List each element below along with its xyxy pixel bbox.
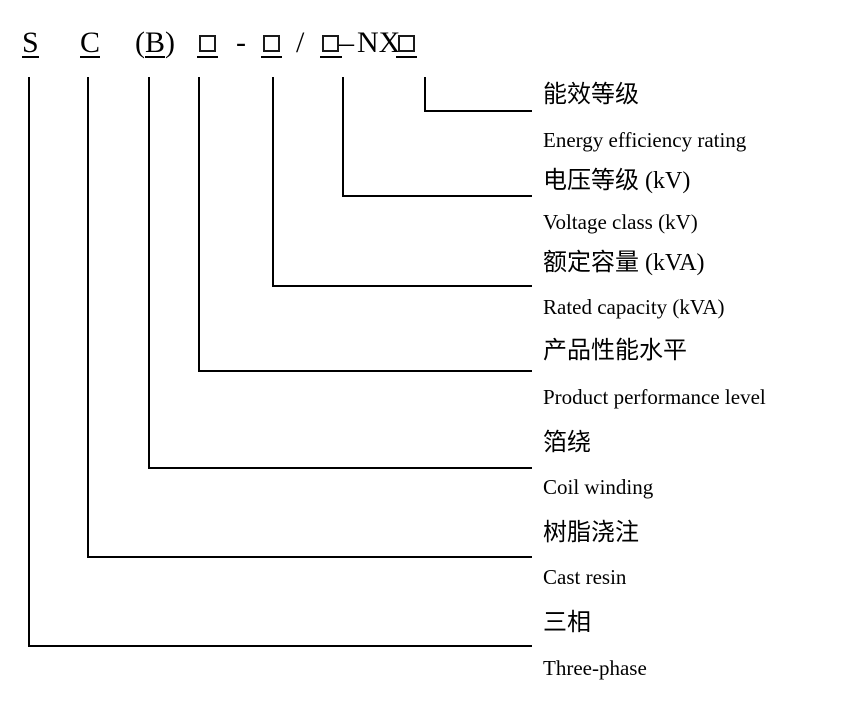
paren-close: )	[165, 26, 176, 59]
connector-horizontal-voltage-class	[342, 195, 532, 197]
code-group-coil-winding: (B)	[135, 26, 175, 60]
code-letters-nx: NX	[357, 26, 401, 59]
underline-square-3	[320, 56, 342, 58]
label-performance-level-zh: 产品性能水平	[543, 338, 687, 364]
label-energy-efficiency-zh: 能效等级	[543, 82, 639, 108]
square-icon	[398, 35, 415, 52]
code-letter-cast-resin: C	[80, 26, 101, 59]
code-letter-three-phase: S	[22, 26, 39, 59]
connector-horizontal-three-phase	[28, 645, 532, 647]
code-square-voltage-class	[322, 26, 339, 60]
connector-vertical-cast-resin	[87, 77, 89, 558]
connector-horizontal-coil-winding	[148, 467, 532, 469]
label-voltage-class-zh: 电压等级 (kV)	[543, 168, 691, 194]
underline-s	[22, 56, 39, 58]
connector-vertical-rated-capacity	[272, 77, 274, 287]
connector-vertical-coil-winding	[148, 77, 150, 469]
label-rated-capacity-en: Rated capacity (kVA)	[543, 295, 725, 319]
label-three-phase-zh: 三相	[543, 610, 591, 636]
label-voltage-class-en: Voltage class (kV)	[543, 210, 698, 234]
code-square-performance-level	[199, 26, 216, 60]
code-square-rated-capacity	[263, 26, 280, 60]
label-cast-resin-en: Cast resin	[543, 565, 627, 589]
connector-vertical-performance-level	[198, 77, 200, 372]
connector-horizontal-performance-level	[198, 370, 532, 372]
connector-horizontal-cast-resin	[87, 556, 532, 558]
connector-horizontal-energy-efficiency	[424, 110, 532, 112]
label-energy-efficiency-en: Energy efficiency rating	[543, 128, 747, 152]
label-three-phase-en: Three-phase	[543, 656, 647, 680]
label-coil-winding-zh: 箔绕	[543, 430, 591, 456]
code-letter-coil-winding: B	[145, 26, 166, 59]
label-coil-winding-en: Coil winding	[543, 475, 654, 499]
code-slash: /	[296, 26, 305, 59]
label-performance-level-en: Product performance level	[543, 385, 766, 409]
underline-c	[80, 56, 100, 58]
underline-b	[145, 56, 165, 58]
paren-open: (	[135, 26, 145, 59]
underline-square-2	[261, 56, 282, 58]
code-square-energy-efficiency	[398, 26, 415, 60]
underline-square-4	[396, 56, 417, 58]
label-rated-capacity-zh: 额定容量 (kVA)	[543, 250, 705, 276]
code-endash: –	[339, 26, 354, 59]
code-hyphen: -	[236, 26, 246, 59]
square-icon	[199, 35, 216, 52]
connector-vertical-voltage-class	[342, 77, 344, 197]
square-icon	[263, 35, 280, 52]
connector-horizontal-rated-capacity	[272, 285, 532, 287]
square-icon	[322, 35, 339, 52]
underline-square-1	[197, 56, 218, 58]
connector-vertical-three-phase	[28, 77, 30, 647]
connector-vertical-energy-efficiency	[424, 77, 426, 112]
label-cast-resin-zh: 树脂浇注	[543, 520, 639, 546]
